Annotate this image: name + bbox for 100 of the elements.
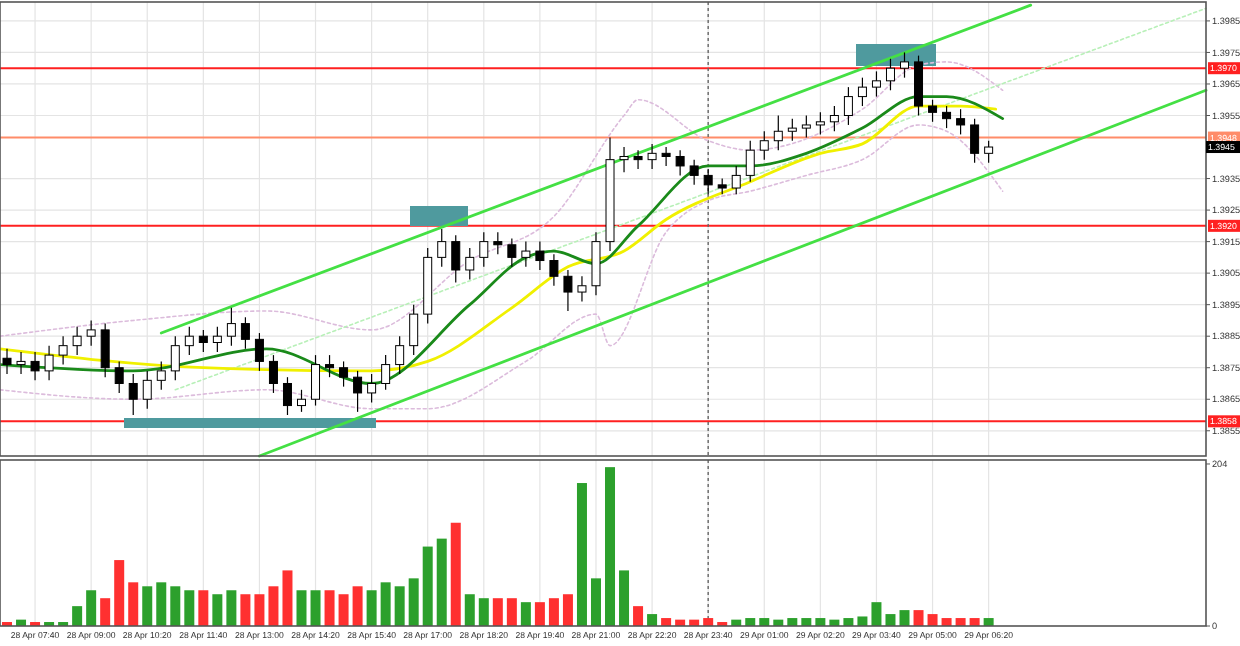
- bar: [352, 586, 363, 626]
- bar: [408, 578, 419, 626]
- bar: [885, 614, 896, 626]
- candlestick: [885, 58, 895, 91]
- bar: [282, 570, 293, 626]
- candlestick: [619, 146, 629, 173]
- bar: [647, 614, 658, 626]
- candlestick: [703, 168, 713, 195]
- candlestick: [956, 108, 966, 136]
- candlestick: [731, 165, 741, 195]
- candlestick: [58, 335, 68, 366]
- bar: [464, 594, 475, 626]
- bar: [534, 602, 545, 626]
- bar: [142, 586, 153, 626]
- candlestick: [942, 105, 952, 129]
- bar: [857, 616, 868, 626]
- candlestick: [801, 114, 811, 139]
- bar: [605, 467, 616, 626]
- candlestick: [928, 99, 938, 123]
- bar: [506, 598, 517, 626]
- bar: [226, 590, 237, 626]
- bar: [184, 590, 195, 626]
- candlestick: [465, 247, 475, 281]
- bar: [156, 582, 167, 626]
- candlestick: [843, 86, 853, 126]
- bar: [619, 570, 630, 626]
- candlestick: [451, 234, 461, 284]
- candlestick: [507, 237, 517, 268]
- candlestick: [759, 130, 769, 161]
- candlestick: [437, 228, 447, 268]
- candlestick: [381, 354, 391, 391]
- candlestick: [563, 269, 573, 312]
- candlestick: [282, 376, 292, 416]
- bar: [576, 483, 587, 626]
- bar: [198, 590, 209, 626]
- bar: [100, 598, 111, 626]
- candlestick: [156, 360, 166, 391]
- candlestick: [647, 143, 657, 170]
- candlestick: [479, 231, 489, 268]
- candlestick: [871, 70, 881, 98]
- bar: [394, 586, 405, 626]
- candlestick: [114, 360, 124, 394]
- candlestick: [787, 118, 797, 142]
- candlestick: [549, 253, 559, 287]
- candlestick: [521, 241, 531, 268]
- candlestick: [311, 354, 321, 407]
- bar: [338, 594, 349, 626]
- candlestick: [395, 335, 405, 375]
- candlestick: [254, 332, 264, 372]
- candlestick: [689, 159, 699, 186]
- bar: [72, 606, 83, 626]
- candlestick: [367, 373, 377, 403]
- candlestick: [72, 326, 82, 356]
- bar: [366, 590, 377, 626]
- bar: [450, 522, 461, 626]
- bar: [562, 594, 573, 626]
- bar: [128, 582, 139, 626]
- candlestick: [240, 316, 250, 350]
- candlestick: [297, 389, 306, 413]
- candlestick: [675, 149, 685, 176]
- bar: [436, 538, 447, 626]
- bar: [268, 586, 279, 626]
- candlestick: [815, 111, 825, 136]
- bar: [927, 614, 938, 626]
- candlestick: [128, 373, 138, 416]
- candlestick: [325, 354, 335, 378]
- candlestick: [591, 231, 601, 296]
- candlestick: [86, 319, 96, 347]
- bar: [240, 594, 251, 626]
- candlestick: [914, 55, 924, 117]
- candlestick: [984, 140, 994, 164]
- bar: [114, 560, 125, 626]
- candlestick: [226, 307, 236, 347]
- candlestick: [170, 335, 180, 381]
- bar: [212, 594, 223, 626]
- candlestick: [829, 105, 839, 132]
- bar: [380, 582, 391, 626]
- candlestick: [212, 326, 222, 353]
- bar: [492, 598, 503, 626]
- candlestick: [142, 370, 152, 410]
- candlestick: [970, 118, 980, 164]
- candlestick: [339, 360, 349, 388]
- bar: [478, 598, 489, 626]
- bar: [296, 590, 307, 626]
- bar: [520, 602, 531, 626]
- candlestick: [633, 149, 643, 170]
- candlestick: [661, 146, 671, 167]
- bar: [913, 610, 924, 626]
- bar: [310, 590, 321, 626]
- candlestick: [198, 329, 208, 353]
- candlestick: [268, 354, 278, 394]
- candlestick: [535, 241, 545, 271]
- bar: [86, 590, 97, 626]
- bar: [899, 610, 910, 626]
- candlestick: [30, 351, 40, 381]
- candlestick: [100, 322, 110, 378]
- bar: [324, 590, 335, 626]
- candlestick: [16, 351, 26, 375]
- bar: [871, 602, 882, 626]
- candlestick: [773, 114, 783, 151]
